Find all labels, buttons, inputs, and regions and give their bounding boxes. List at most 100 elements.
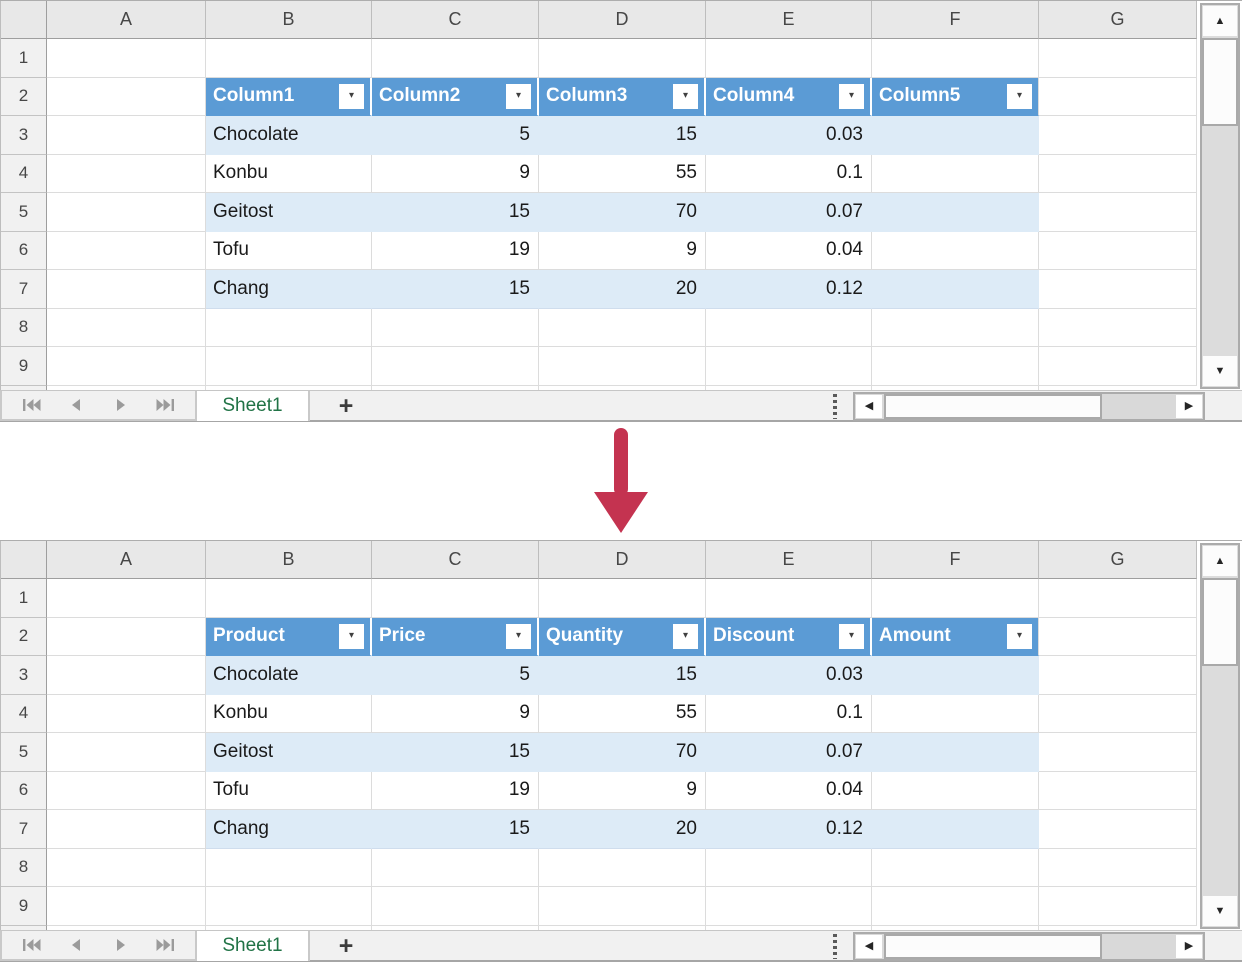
cell-D7[interactable]: 20 (539, 810, 706, 849)
select-all-corner[interactable] (1, 541, 47, 579)
table-header-cell-E2[interactable]: Discount ▾ (706, 617, 872, 656)
row-header-9[interactable]: 9 (1, 347, 47, 386)
cell-C3[interactable]: 5 (372, 656, 539, 695)
vertical-scrollbar-thumb[interactable] (1202, 578, 1238, 666)
cell-G5[interactable] (1039, 193, 1197, 232)
cell-A8[interactable] (47, 848, 206, 887)
column-header-G[interactable]: G (1039, 541, 1197, 579)
cell-G1[interactable] (1039, 579, 1197, 618)
cell-A3[interactable] (47, 116, 206, 155)
row-header-4[interactable]: 4 (1, 154, 47, 193)
cell-A8[interactable] (47, 308, 206, 347)
cell-A6[interactable] (47, 771, 206, 810)
row-header-3[interactable]: 3 (1, 656, 47, 695)
cell-A2[interactable] (47, 77, 206, 116)
cell-F3[interactable] (872, 116, 1039, 155)
cell-E7[interactable]: 0.12 (706, 810, 872, 849)
scroll-down-button[interactable]: ▼ (1203, 896, 1237, 926)
cell-G7[interactable] (1039, 270, 1197, 309)
cell-G1[interactable] (1039, 39, 1197, 78)
cell-B1[interactable] (206, 579, 372, 618)
cell-C7[interactable]: 15 (372, 270, 539, 309)
cell-F1[interactable] (872, 39, 1039, 78)
add-sheet-button[interactable]: + (318, 931, 374, 961)
cell-B1[interactable] (206, 39, 372, 78)
cell-C4[interactable]: 9 (372, 154, 539, 193)
cell-C1[interactable] (372, 39, 539, 78)
cell-D1[interactable] (539, 579, 706, 618)
column-header-C[interactable]: C (372, 541, 539, 579)
cell-B3[interactable]: Chocolate (206, 656, 372, 695)
table-header-cell-B2[interactable]: Product ▾ (206, 617, 372, 656)
cell-G9[interactable] (1039, 887, 1197, 926)
cell-E8[interactable] (706, 308, 872, 347)
table-header-cell-F2[interactable]: Column5 ▾ (872, 77, 1039, 116)
cell-A9[interactable] (47, 347, 206, 386)
cell-A6[interactable] (47, 231, 206, 270)
cell-F3[interactable] (872, 656, 1039, 695)
row-header-3[interactable]: 3 (1, 116, 47, 155)
column-header-A[interactable]: A (47, 1, 206, 39)
column-header-A[interactable]: A (47, 541, 206, 579)
column-header-E[interactable]: E (706, 1, 872, 39)
filter-button[interactable]: ▾ (673, 83, 698, 109)
cell-D3[interactable]: 15 (539, 656, 706, 695)
cell-B3[interactable]: Chocolate (206, 116, 372, 155)
cell-B9[interactable] (206, 887, 372, 926)
horizontal-scrollbar-thumb[interactable] (884, 934, 1102, 959)
cell-C8[interactable] (372, 848, 539, 887)
cell-D8[interactable] (539, 308, 706, 347)
cell-E5[interactable]: 0.07 (706, 733, 872, 772)
cell-A7[interactable] (47, 270, 206, 309)
vertical-scrollbar-thumb[interactable] (1202, 38, 1238, 126)
row-header-2[interactable]: 2 (1, 617, 47, 656)
cell-D9[interactable] (539, 887, 706, 926)
cell-A3[interactable] (47, 656, 206, 695)
cell-D5[interactable]: 70 (539, 733, 706, 772)
table-header-cell-D2[interactable]: Column3 ▾ (539, 77, 706, 116)
filter-button[interactable]: ▾ (839, 623, 864, 649)
horizontal-scrollbar[interactable]: ◀ ▶ (853, 932, 1205, 961)
cell-E9[interactable] (706, 347, 872, 386)
filter-button[interactable]: ▾ (506, 623, 531, 649)
cell-C5[interactable]: 15 (372, 193, 539, 232)
vertical-scrollbar[interactable]: ▲ ▼ (1200, 543, 1240, 929)
row-header-1[interactable]: 1 (1, 39, 47, 78)
cell-B4[interactable]: Konbu (206, 694, 372, 733)
add-sheet-button[interactable]: + (318, 391, 374, 421)
row-header-7[interactable]: 7 (1, 270, 47, 309)
cell-F4[interactable] (872, 694, 1039, 733)
vertical-scrollbar[interactable]: ▲ ▼ (1200, 3, 1240, 389)
column-header-D[interactable]: D (539, 541, 706, 579)
scroll-up-button[interactable]: ▲ (1203, 546, 1237, 576)
cell-B9[interactable] (206, 347, 372, 386)
cell-B6[interactable]: Tofu (206, 771, 372, 810)
column-header-D[interactable]: D (539, 1, 706, 39)
cell-C8[interactable] (372, 308, 539, 347)
next-sheet-button[interactable] (108, 937, 134, 953)
cell-G8[interactable] (1039, 308, 1197, 347)
cell-F9[interactable] (872, 347, 1039, 386)
sheet-tab-sheet1[interactable]: Sheet1 (197, 391, 310, 421)
scroll-right-button[interactable]: ▶ (1176, 935, 1202, 958)
cell-D8[interactable] (539, 848, 706, 887)
cell-G5[interactable] (1039, 733, 1197, 772)
filter-button[interactable]: ▾ (339, 623, 364, 649)
cell-G2[interactable] (1039, 617, 1197, 656)
filter-button[interactable]: ▾ (1007, 623, 1032, 649)
cell-F5[interactable] (872, 193, 1039, 232)
cell-C4[interactable]: 9 (372, 694, 539, 733)
cell-E6[interactable]: 0.04 (706, 771, 872, 810)
cell-E4[interactable]: 0.1 (706, 154, 872, 193)
cell-F5[interactable] (872, 733, 1039, 772)
cell-D3[interactable]: 15 (539, 116, 706, 155)
cell-E1[interactable] (706, 579, 872, 618)
row-header-5[interactable]: 5 (1, 733, 47, 772)
cell-F7[interactable] (872, 270, 1039, 309)
cell-G6[interactable] (1039, 231, 1197, 270)
cell-C5[interactable]: 15 (372, 733, 539, 772)
cell-A5[interactable] (47, 193, 206, 232)
cell-E9[interactable] (706, 887, 872, 926)
scroll-up-button[interactable]: ▲ (1203, 6, 1237, 36)
column-header-E[interactable]: E (706, 541, 872, 579)
